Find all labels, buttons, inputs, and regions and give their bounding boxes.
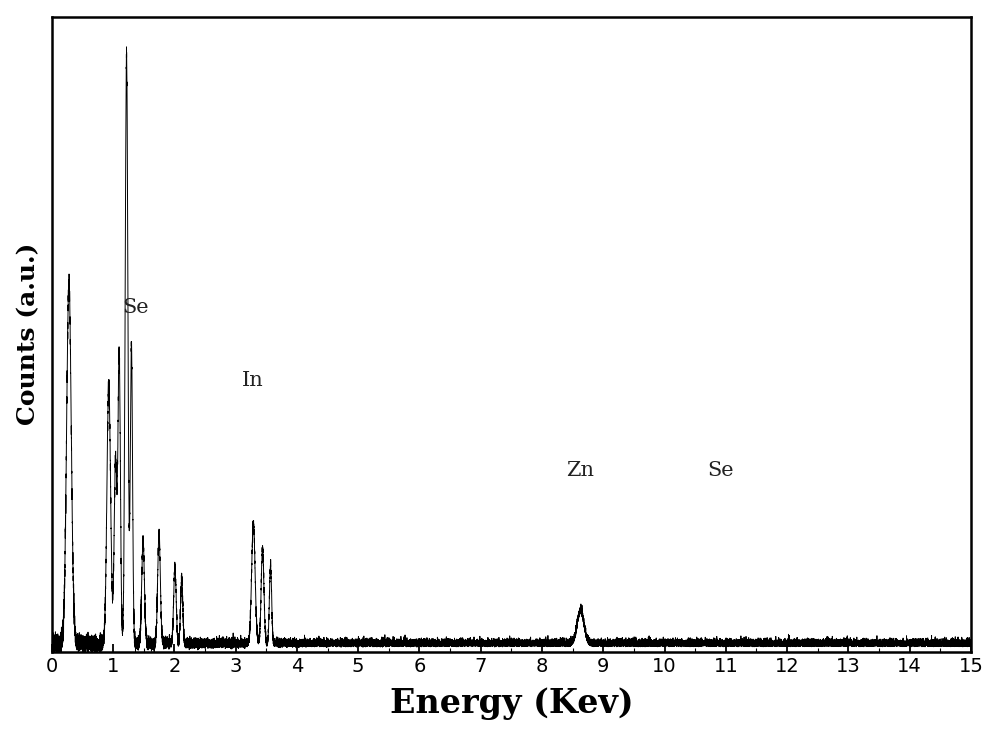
X-axis label: Energy (Kev): Energy (Kev) <box>390 688 633 720</box>
Text: Se: Se <box>707 461 734 481</box>
Text: Zn: Zn <box>566 461 594 481</box>
Text: In: In <box>242 371 263 390</box>
Text: Se: Se <box>122 298 149 317</box>
Y-axis label: Counts (a.u.): Counts (a.u.) <box>17 243 41 425</box>
